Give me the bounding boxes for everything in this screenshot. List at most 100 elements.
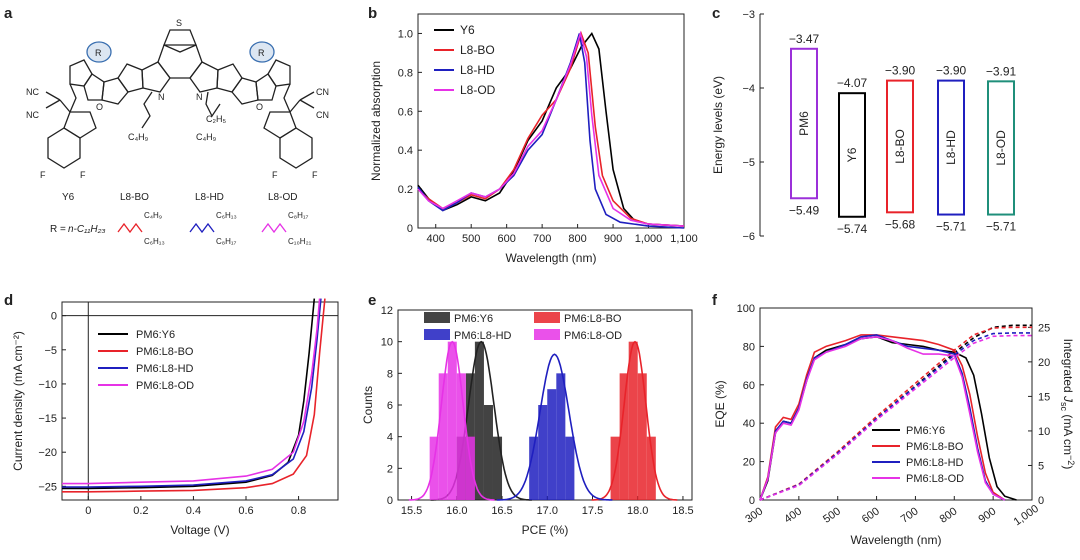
pyrrole-right [189,61,219,93]
c-material-name: Y6 [845,147,859,162]
f-axes [759,307,1033,501]
b-legend-label: Y6 [460,23,475,37]
e-legend-label: PM6:L8-HD [454,330,512,342]
f-y2label-part: J [1061,395,1075,403]
d-series-line-2 [62,298,322,488]
d-xtick-label: 0.8 [291,505,306,517]
compound-name-l8-od: L8-OD [268,192,297,203]
c-level-box-y6 [838,92,866,218]
f-y2label-part: (mA cm [1061,411,1075,455]
f-ytick-label: 20 [743,457,755,469]
hd-chain [189,222,215,234]
d-series-line-3 [62,298,321,485]
atom-label-c4h9-right: C₄H₉ [196,132,217,142]
f-y2tick-label: 0 [1038,495,1044,507]
f-y2tick-label: 25 [1038,322,1050,334]
e-legend-label: PM6:L8-BO [564,313,622,325]
f-eqe-line-2 [759,334,1006,501]
c-ytick-label: −5 [742,157,755,169]
e-ytick-label: 2 [387,463,393,475]
e-bar-2-1 [538,405,548,500]
e-xtick-label: 16.0 [446,505,467,517]
b-series-line-l8-bo [417,30,685,227]
atom-label-c4h9-left: C₄H₉ [128,132,149,142]
atom-label-nc-left: NC [26,87,39,97]
f-y2tick-label: 10 [1038,426,1050,438]
e-bar-2-3 [556,373,566,500]
atom-label-f-right-2: F [312,170,318,180]
d-ytick-label: −25 [38,481,57,493]
f-jsc-line-2 [759,332,1032,501]
b-legend-label: L8-BO [460,43,495,57]
c-homo-label: −5.68 [885,217,916,231]
d-xtick-label: 0 [85,505,91,517]
c-lumo-label: −3.90 [885,64,916,78]
b-xtick-label: 700 [533,233,551,245]
e-bar-1-3 [637,373,647,500]
b-xtick-label: 500 [462,233,480,245]
panel-label-d: d [4,292,13,309]
e-legend-swatch [424,329,450,340]
d-series-line-1 [62,298,326,493]
e-legend-swatch [424,312,450,323]
thiophene-right-3 [255,73,277,101]
b-ytick-label: 0.4 [398,145,413,157]
c-ytick-label: −6 [742,231,755,243]
f-ytick-label: 60 [743,380,755,392]
atom-label-o-right: O [256,102,263,112]
c-homo-label: −5.71 [986,220,1017,234]
btd-ring [163,29,197,53]
d-ylabel: Current density (mA cm⁻²) [11,331,25,471]
e-xtick-label: 18.0 [627,505,648,517]
f-y2tick-label: 15 [1038,391,1050,403]
c-level-box-l8-od [987,80,1015,216]
f-jsc-line-1 [759,326,1032,501]
d-xtick-label: 0.4 [186,505,201,517]
r-label-right: R [258,48,265,58]
pyrrole-left [141,61,171,93]
e-ytick-label: 6 [387,400,393,412]
od-chain-top: C₈H₁₇ [288,211,309,220]
e-fit-curve-3 [408,340,495,501]
atom-label-f-left: F [40,170,46,180]
indanone-benzene-left [47,127,81,169]
f-legend-label: PM6:Y6 [906,425,945,437]
vinyl-left [69,83,77,113]
c-lumo-label: −3.47 [789,32,820,46]
b-xtick-label: 900 [604,233,622,245]
e-bar-1-4 [646,436,656,500]
vinyl-right [283,83,291,113]
d-legend-label: PM6:L8-BO [136,346,194,358]
b-ytick-label: 0.2 [398,184,413,196]
e-bar-1-2 [628,341,638,500]
e-xtick-label: 18.5 [672,505,693,517]
b-ytick-label: 0.6 [398,106,413,118]
absorption-chart: 400 500 600 700 800 900 1,000 1,100 0 0.2 0.4 0.6 0.… [369,13,698,265]
e-legend-label: PM6:L8-OD [564,330,622,342]
atom-label-n-right: N [196,92,203,102]
indanone-five-right [263,111,297,139]
atom-label-nc-left-2: NC [26,110,39,120]
d-legend-label: PM6:L8-OD [136,380,194,392]
e-fit-curve-2 [496,353,613,501]
thiophene-right-4 [267,59,291,87]
atom-label-n-left: N [158,92,165,102]
c-ytick-label: −4 [742,83,755,95]
e-legend-label: PM6:Y6 [454,313,493,325]
panel-label-c: c [712,5,720,22]
e-bar-3-3 [456,373,466,500]
f-legend-label: PM6:L8-BO [906,441,964,453]
panel-label-a: a [4,5,13,22]
b-series-line-y6 [417,31,685,227]
f-y2label-part: −2 [1066,455,1076,465]
r-y6-chain: n-C₁₁H₂₃ [68,224,105,235]
f-y2tick-label: 5 [1038,460,1044,472]
b-xtick-label: 800 [568,233,586,245]
d-xlabel: Voltage (V) [170,523,229,537]
c-material-name: PM6 [797,111,811,136]
d-ytick-label: 0 [51,311,57,323]
r-group-highlight-left [86,41,112,63]
thiophene-left-3 [83,73,105,101]
f-legend-label: PM6:L8-OD [906,473,964,485]
e-ytick-label: 10 [381,337,393,349]
